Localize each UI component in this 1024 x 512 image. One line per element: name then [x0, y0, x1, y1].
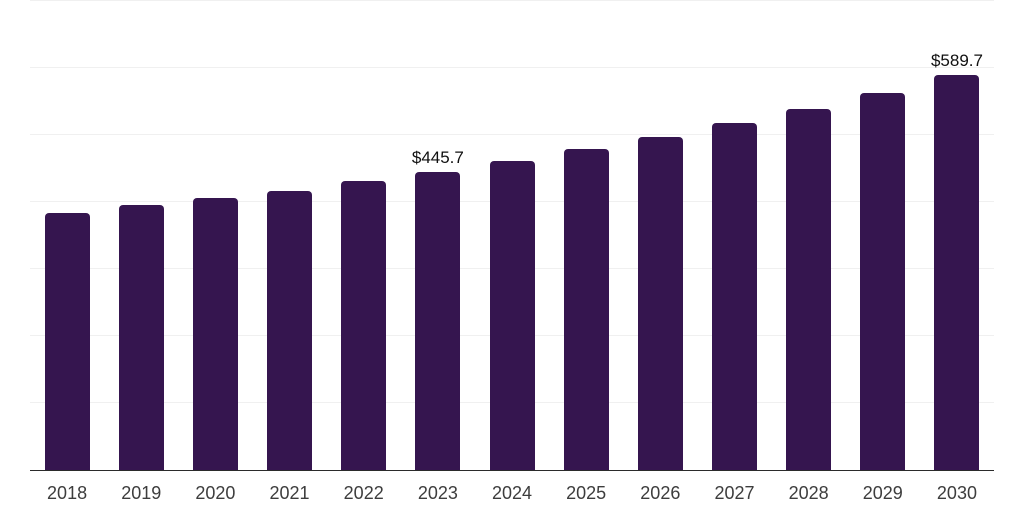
bar-slot-2022	[327, 0, 401, 470]
x-tick-label-2024: 2024	[491, 483, 533, 503]
bar-2022	[341, 181, 387, 470]
x-tick-label-2023: 2023	[417, 483, 458, 503]
bar-2025	[563, 149, 609, 470]
gridline-600	[30, 67, 994, 69]
x-tick-label-2022: 2022	[343, 483, 384, 503]
x-tick-label-2029: 2029	[862, 483, 903, 503]
bar-slot-2030: $589.7	[920, 0, 994, 470]
x-axis-tick-labels: 2018 2019 2020 2021 2022 2023 2024 2025 2026 2027…	[30, 483, 994, 504]
x-tick-label-2025: 2025	[566, 483, 607, 503]
bar-2028	[786, 109, 832, 470]
bar-2026	[637, 137, 683, 470]
bar-2027	[711, 123, 757, 470]
bar-slot-2023: $445.7	[401, 0, 475, 470]
bar-2024	[489, 160, 535, 470]
x-axis-line	[30, 470, 994, 471]
bar-slot-2028	[772, 0, 846, 470]
x-tick-label-2030: 2030	[936, 483, 977, 503]
bars-layer: $445.7 $589.7	[30, 0, 994, 470]
bar-2021	[267, 190, 313, 470]
bar-slot-2024	[475, 0, 549, 470]
x-tick-label-2018: 2018	[47, 483, 88, 503]
bar-slot-2027	[697, 0, 771, 470]
value-label-2023: $445.7	[411, 147, 464, 167]
x-tick-label-2020: 2020	[195, 483, 236, 503]
bar-slot-2025	[549, 0, 623, 470]
bar-2018	[44, 212, 90, 470]
bar-slot-2026	[623, 0, 697, 470]
gridline-500	[30, 134, 994, 136]
x-tick-label-2019: 2019	[121, 483, 162, 503]
bar-slot-2021	[252, 0, 326, 470]
gridline-700	[30, 0, 994, 2]
bar-2030	[934, 75, 980, 470]
bar-slot-2029	[846, 0, 920, 470]
value-label-2030: $589.7	[930, 51, 983, 71]
x-tick-label-2028: 2028	[788, 483, 829, 503]
plot-area: $445.7 $589.7	[30, 0, 994, 471]
bar-slot-2018	[30, 0, 104, 470]
x-tick-label-2026: 2026	[640, 483, 681, 503]
x-tick-label-2027: 2027	[714, 483, 755, 503]
bar-2029	[860, 92, 906, 470]
bar-slot-2019	[104, 0, 178, 470]
bar-slot-2020	[178, 0, 252, 470]
bar-2020	[192, 198, 238, 470]
bar-2023	[415, 171, 461, 470]
bar-2019	[118, 205, 164, 470]
x-tick-label-2021: 2021	[269, 483, 310, 503]
